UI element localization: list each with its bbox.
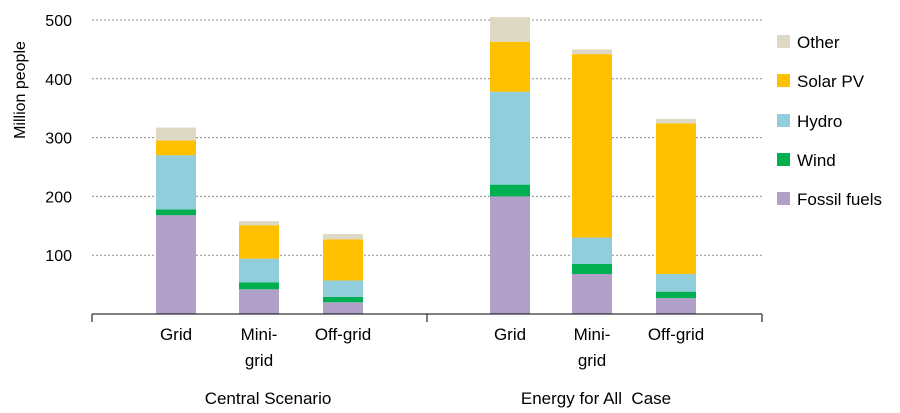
bar-other-4	[490, 17, 530, 42]
bar-hydro-5	[572, 237, 612, 265]
bar-other-6	[656, 118, 696, 124]
bar-wind-4	[490, 184, 530, 197]
legend: Other Solar PV Hydro Wind Fossil fuels	[777, 33, 882, 209]
bar-hydro-1	[156, 155, 196, 210]
bar-fossil-fuels-5	[572, 274, 612, 314]
bar-hydro-6	[656, 274, 696, 292]
category-label-6: Off-grid	[648, 325, 704, 344]
bar-solar-pv-2	[239, 225, 279, 259]
category-label-4: Grid	[494, 325, 526, 344]
y-tick-label-400: 400	[45, 72, 72, 89]
bar-other-2	[239, 221, 279, 226]
legend-swatch-other	[777, 35, 790, 48]
legend-swatch-solar-pv	[777, 74, 790, 87]
bar-hydro-2	[239, 258, 279, 283]
bar-fossil-fuels-6	[656, 298, 696, 314]
y-tick-label-300: 300	[45, 131, 72, 148]
bar-fossil-fuels-2	[239, 289, 279, 314]
y-tick-label-100: 100	[45, 248, 72, 265]
x-axis	[91, 313, 763, 322]
bar-fossil-fuels-3	[323, 302, 363, 314]
category-label-3: Off-grid	[315, 325, 371, 344]
bar-wind-6	[656, 291, 696, 299]
bar-solar-pv-1	[156, 140, 196, 156]
category-label-2-line-2: grid	[245, 351, 273, 370]
bar-solar-pv-3	[323, 239, 363, 281]
y-tick-label-500: 500	[45, 13, 72, 30]
legend-label-other: Other	[797, 33, 840, 52]
bar-solar-pv-6	[656, 123, 696, 275]
bar-other-3	[323, 234, 363, 240]
legend-label-solar-pv: Solar PV	[797, 72, 865, 91]
bar-wind-2	[239, 282, 279, 290]
bar-hydro-3	[323, 280, 363, 297]
bar-wind-3	[323, 296, 363, 303]
category-label-2-line-1: Mini-	[241, 325, 278, 344]
bar-solar-pv-5	[572, 54, 612, 238]
category-label-1: Grid	[160, 325, 192, 344]
bar-other-1	[156, 127, 196, 141]
legend-label-wind: Wind	[797, 151, 836, 170]
category-labels: Grid Mini-grid Off-grid Grid Mini-grid Off-gr…	[160, 325, 704, 370]
bar-other-5	[572, 49, 612, 55]
bar-fossil-fuels-4	[490, 196, 530, 314]
legend-swatch-hydro	[777, 114, 790, 127]
legend-label-hydro: Hydro	[797, 112, 842, 131]
category-label-5-line-1: Mini-	[574, 325, 611, 344]
y-tick-label-200: 200	[45, 189, 72, 206]
group-label-1: Central Scenario	[205, 389, 332, 408]
y-axis-title: Million people	[12, 41, 29, 139]
group-label-2: Energy for All Case	[521, 389, 671, 408]
group-labels: Central Scenario Energy for All Case	[205, 389, 671, 408]
bar-solar-pv-4	[490, 41, 530, 92]
bars	[156, 17, 696, 314]
y-axis-ticks: 100 200 300 400 500	[45, 13, 72, 265]
bar-fossil-fuels-1	[156, 215, 196, 314]
bar-wind-5	[572, 264, 612, 275]
bar-hydro-4	[490, 91, 530, 185]
bar-wind-1	[156, 209, 196, 216]
legend-swatch-fossil-fuels	[777, 192, 790, 205]
legend-label-fossil-fuels: Fossil fuels	[797, 190, 882, 209]
legend-swatch-wind	[777, 153, 790, 166]
category-label-5-line-2: grid	[578, 351, 606, 370]
